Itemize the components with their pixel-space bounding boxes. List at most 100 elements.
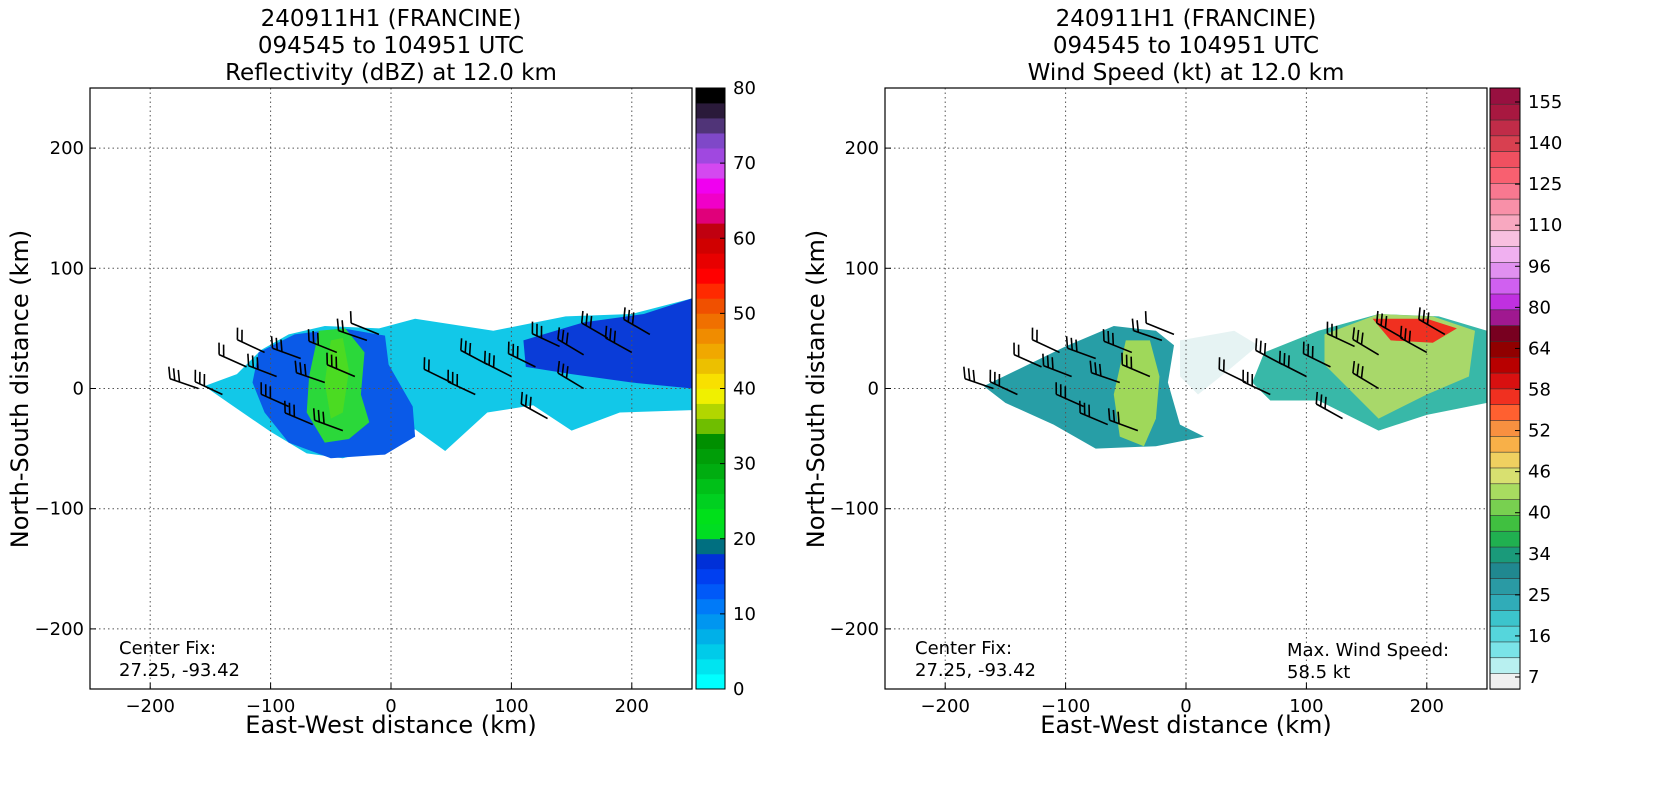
- left-title-line-1: 240911H1 (FRANCINE): [260, 6, 522, 32]
- colorbar-swatch: [696, 553, 725, 570]
- colorbar-swatch: [696, 163, 725, 179]
- colorbar-label: 40: [1528, 503, 1551, 524]
- colorbar-swatch: [696, 433, 725, 449]
- colorbar-swatch: [696, 478, 725, 495]
- wind-barb: [1013, 342, 1042, 368]
- wind-barb: [531, 321, 560, 348]
- y-tick-label: 100: [50, 258, 84, 279]
- colorbar-swatch: [1489, 245, 1521, 263]
- y-tick-label: 200: [845, 138, 879, 159]
- colorbar-swatch: [1489, 593, 1521, 611]
- colorbar-swatch: [1489, 514, 1521, 532]
- wind-barb: [284, 400, 314, 426]
- left-ylabel: North-South distance (km): [6, 230, 34, 549]
- colorbar-label: 125: [1528, 174, 1562, 195]
- colorbar-swatch: [696, 373, 725, 389]
- left-xlabel: East-West distance (km): [245, 711, 536, 739]
- wind-barb: [1042, 353, 1072, 378]
- y-tick-label: −200: [35, 619, 84, 640]
- colorbar-swatch: [696, 403, 725, 419]
- colorbar-swatch: [1489, 435, 1521, 453]
- colorbar-swatch: [696, 493, 725, 510]
- colorbar-swatch: [1489, 641, 1521, 659]
- colorbar-label: 7: [1528, 667, 1539, 688]
- wind-barb: [270, 336, 301, 360]
- colorbar-label: 58: [1528, 380, 1551, 401]
- right-title-line-2: 094545 to 104951 UTC: [1052, 33, 1320, 59]
- wind-barb: [580, 310, 609, 339]
- wind-barb: [460, 338, 488, 366]
- colorbar-swatch: [1489, 230, 1521, 247]
- reflectivity-echo-east: [523, 298, 692, 389]
- colorbar-swatch: [696, 613, 725, 630]
- y-tick-label: 200: [50, 138, 84, 159]
- colorbar-swatch: [696, 208, 725, 224]
- colorbar-swatch: [1489, 388, 1521, 406]
- colorbar-swatch: [696, 283, 725, 299]
- wind-barb: [989, 369, 1018, 396]
- wind-barb: [1352, 327, 1380, 356]
- colorbar-label: 110: [1528, 215, 1562, 236]
- wind-barb: [1144, 311, 1175, 336]
- right-wind-barbs: [963, 307, 1446, 432]
- wind-barb: [1375, 310, 1404, 339]
- wind-barb: [312, 408, 344, 432]
- colorbar-swatch: [1489, 577, 1521, 595]
- colorbar-swatch: [696, 583, 725, 600]
- colorbar-label: 46: [1528, 462, 1551, 483]
- colorbar-swatch: [1489, 672, 1521, 690]
- colorbar-label: 52: [1528, 421, 1551, 442]
- colorbar-swatch: [1489, 182, 1521, 200]
- right-ylabel: North-South distance (km): [802, 230, 830, 549]
- x-tick-label: −100: [1041, 696, 1090, 717]
- left-title-line-2: 094545 to 104951 UTC: [257, 33, 525, 59]
- colorbar-swatch: [696, 343, 725, 359]
- x-tick-label: 200: [615, 696, 649, 717]
- colorbar-swatch: [696, 268, 725, 284]
- x-tick-label: 100: [494, 696, 528, 717]
- colorbar-swatch: [696, 313, 725, 329]
- y-tick-label: −100: [830, 499, 879, 520]
- left-center-fix-label: Center Fix:: [119, 638, 216, 659]
- left-title-line-3: Reflectivity (dBZ) at 12.0 km: [225, 60, 557, 86]
- colorbar-swatch: [1489, 340, 1521, 358]
- left-wind-barbs: [168, 307, 651, 432]
- colorbar-swatch: [696, 118, 725, 134]
- y-tick-label: −100: [35, 499, 84, 520]
- colorbar-swatch: [1489, 166, 1521, 184]
- wind-speed-field: [983, 314, 1487, 449]
- colorbar-swatch: [696, 238, 725, 254]
- x-tick-label: 100: [1289, 696, 1323, 717]
- wind-barb: [260, 382, 289, 408]
- colorbar-label: 64: [1528, 338, 1551, 359]
- colorbar-swatch: [696, 358, 725, 374]
- wind-barb: [423, 357, 452, 384]
- colorbar-label: 30: [733, 454, 756, 475]
- right-title-line-1: 240911H1 (FRANCINE): [1055, 6, 1317, 32]
- colorbar-swatch: [696, 223, 725, 239]
- colorbar-swatch: [1489, 451, 1521, 469]
- wind-barb: [557, 360, 585, 390]
- colorbar-label: 50: [733, 303, 756, 324]
- colorbar-swatch: [1489, 356, 1521, 374]
- colorbar-swatch: [1489, 562, 1521, 579]
- colorbar-label: 34: [1528, 544, 1551, 565]
- y-tick-label: −200: [830, 619, 879, 640]
- colorbar-swatch: [696, 88, 725, 104]
- wind-barb: [1315, 391, 1343, 420]
- colorbar-swatch: [1489, 214, 1521, 232]
- colorbar-label: 40: [733, 379, 756, 400]
- colorbar-swatch: [696, 148, 725, 164]
- wind-barb: [294, 360, 326, 384]
- x-tick-label: 200: [1410, 696, 1444, 717]
- colorbar-swatch: [696, 538, 725, 555]
- left-chart-title: 240911H1 (FRANCINE) 094545 to 104951 UTC…: [90, 6, 692, 87]
- wind-barb: [218, 342, 247, 368]
- right-center-fix-label: Center Fix:: [915, 638, 1012, 659]
- colorbar-label: 70: [733, 153, 756, 174]
- wind-barb: [1131, 318, 1163, 342]
- left-center-fix-value: 27.25, -93.42: [119, 660, 240, 681]
- colorbar-swatch: [696, 628, 725, 645]
- colorbar-swatch: [1489, 103, 1521, 121]
